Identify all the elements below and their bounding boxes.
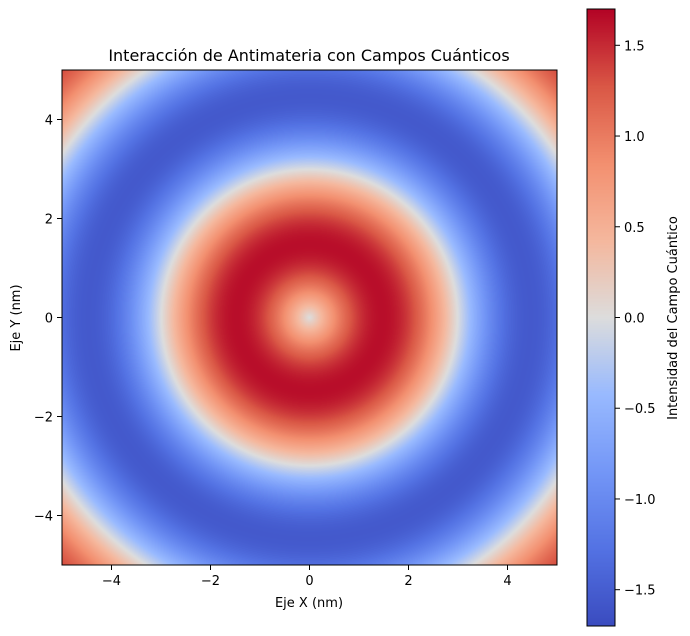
y-tick-label: 4	[45, 114, 53, 129]
y-tick-label: 0	[45, 312, 53, 327]
colorbar-tick-label: −1.5	[624, 584, 656, 599]
x-axis-ticks: −4 −2 0 2 4	[102, 565, 512, 589]
x-axis-label: Eje X (nm)	[275, 596, 343, 611]
colorbar-tick-label: 0.0	[624, 312, 645, 327]
colorbar-tick-label: −1.0	[624, 493, 656, 508]
x-tick-label: −2	[201, 574, 220, 589]
y-axis-label: Eje Y (nm)	[9, 284, 24, 351]
plot-frame	[61, 69, 558, 566]
y-axis-ticks: −4 −2 0 2 4	[34, 114, 62, 525]
x-tick-label: 2	[404, 574, 412, 589]
x-tick-label: −4	[102, 574, 121, 589]
heatmap-image	[62, 70, 557, 565]
colorbar-tick-label: 1.0	[624, 130, 645, 145]
x-tick-label: 0	[305, 574, 313, 589]
y-tick-label: −2	[34, 411, 53, 426]
y-tick-label: 2	[45, 213, 53, 228]
chart-title: Interacción de Antimateria con Campos Cu…	[108, 46, 509, 65]
colorbar-tick-label: 0.5	[624, 221, 645, 236]
y-tick-label: −4	[34, 510, 53, 525]
colorbar-tick-label: −0.5	[624, 402, 656, 417]
colorbar-gradient	[587, 9, 615, 626]
colorbar-label: Intensidad del Campo Cuántico	[666, 216, 681, 420]
colorbar-tick-label: 1.5	[624, 39, 645, 54]
colorbar-ticks: −1.5 −1.0 −0.5 0.0 0.5 1.0 1.5	[615, 39, 656, 599]
colorbar-frame	[586, 8, 616, 627]
x-tick-label: 4	[503, 574, 511, 589]
